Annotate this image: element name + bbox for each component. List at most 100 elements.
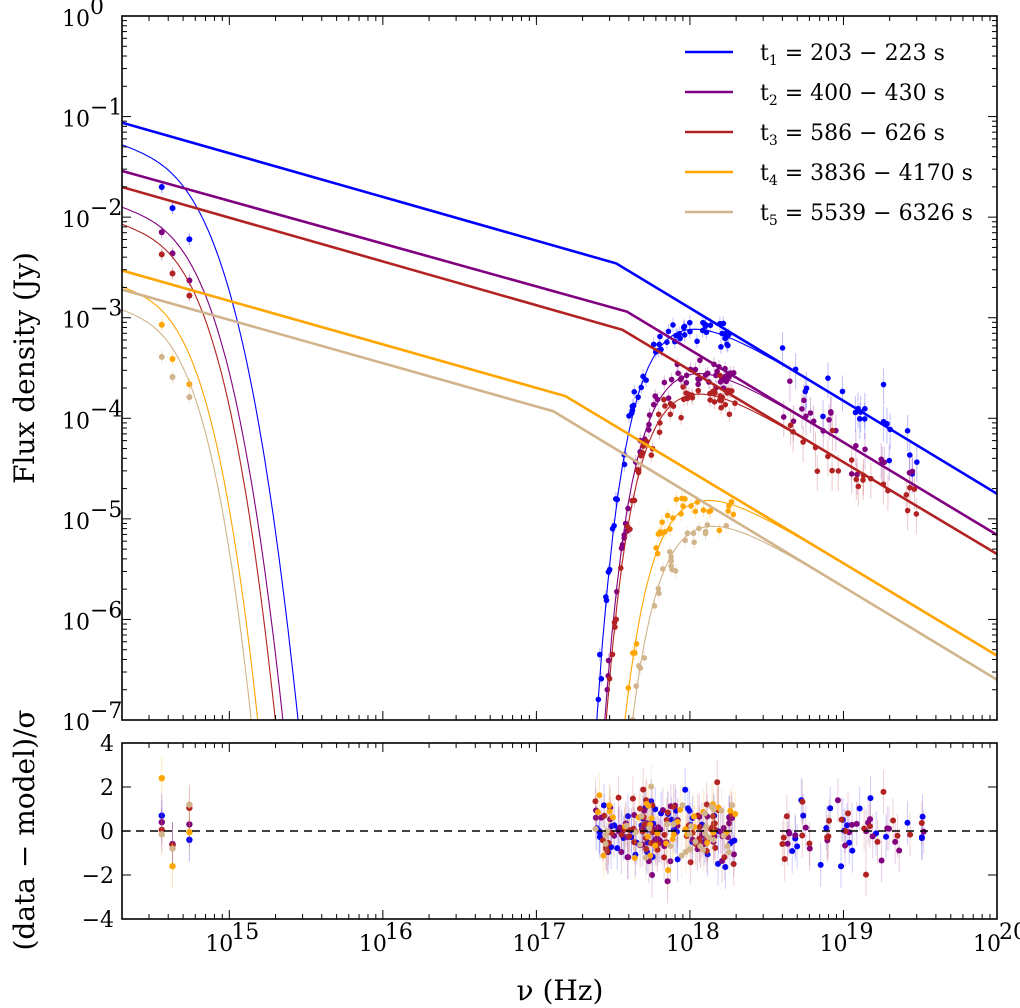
residual-point: [710, 813, 717, 820]
residual-y-tick-label: 0: [100, 820, 114, 845]
residual-point: [878, 857, 885, 864]
bat-point: [803, 385, 810, 392]
y-tick-label: 10: [62, 309, 90, 334]
residual-point: [799, 832, 806, 839]
xray-point: [656, 429, 663, 436]
bat-point: [848, 457, 855, 463]
bat-point: [787, 422, 794, 429]
xray-point: [613, 616, 619, 623]
residual-point: [792, 832, 799, 839]
xray-point: [699, 327, 706, 334]
y-tick-exponent: −4: [90, 397, 122, 422]
residual-point: [779, 841, 786, 848]
optical-residual-point: [158, 826, 165, 834]
optical-residual-point: [158, 831, 165, 838]
residual-point: [730, 851, 737, 858]
xray-point: [683, 379, 690, 386]
optical-point: [186, 277, 193, 284]
bat-point: [906, 452, 913, 458]
x-tick-label: 10: [512, 932, 540, 957]
xray-point: [665, 395, 672, 401]
xray-point: [707, 397, 713, 403]
xray-point: [616, 872, 622, 878]
xray-point: [702, 530, 709, 537]
xray-point: [670, 403, 677, 409]
residual-point: [643, 846, 650, 853]
y-axis-title-bottom: (data − model)/σ: [8, 709, 41, 950]
residual-point: [625, 854, 632, 861]
xray-point: [627, 526, 633, 532]
legend-label-t1: t1 = 203 − 223 s: [760, 41, 945, 69]
residual-point: [827, 805, 834, 812]
legend-label-t2: t2 = 400 − 430 s: [760, 81, 945, 109]
optical-point: [158, 183, 165, 190]
bat-point: [780, 414, 787, 420]
residual-point: [806, 840, 813, 847]
bat-point: [904, 428, 911, 434]
xray-point: [640, 373, 646, 380]
residual-y-tick-label: −4: [82, 908, 114, 933]
residual-point: [869, 833, 876, 840]
xray-point: [675, 370, 681, 377]
residual-point: [907, 831, 914, 838]
bat-point: [799, 406, 805, 412]
residual-point: [631, 811, 638, 818]
residual-point: [594, 809, 601, 816]
residual-point: [652, 842, 659, 849]
residual-point: [802, 824, 809, 831]
residual-point: [726, 820, 733, 827]
xray-point: [659, 519, 665, 525]
xray-point: [711, 361, 717, 368]
x-tick-exponent: 19: [845, 920, 873, 945]
xray-point: [680, 503, 686, 509]
optical-residual-point: [158, 812, 165, 819]
bat-point: [839, 388, 846, 395]
residual-point: [800, 812, 807, 819]
xray-point: [611, 523, 617, 529]
xray-point: [606, 675, 613, 682]
residual-point: [904, 819, 911, 826]
xray-point: [593, 855, 599, 861]
x-tick-label: 10: [666, 932, 694, 957]
bat-point: [904, 507, 911, 514]
optical-point: [186, 394, 193, 401]
xray-point: [686, 391, 692, 398]
residual-point: [730, 860, 737, 867]
bat-point: [790, 418, 797, 424]
bat-point: [914, 459, 920, 465]
bat-point: [790, 428, 796, 435]
residual-point: [845, 810, 852, 817]
residual-point: [609, 814, 616, 821]
xray-point: [678, 414, 684, 421]
xray-point: [658, 530, 665, 536]
bat-point: [825, 375, 831, 381]
residual-point: [700, 846, 707, 853]
residual-point: [592, 825, 599, 832]
xray-point: [656, 341, 663, 348]
residual-point: [602, 840, 609, 847]
xray-point: [633, 641, 640, 647]
xray-point: [730, 511, 737, 518]
residual-point: [601, 812, 608, 819]
bat-point: [907, 484, 913, 491]
bat-point: [885, 487, 891, 494]
xray-point: [646, 412, 653, 418]
residual-point: [729, 802, 736, 809]
optical-point: [158, 229, 165, 236]
model-line-t4: [122, 269, 997, 657]
residual-point: [711, 820, 718, 827]
residual-point: [710, 836, 717, 843]
residual-point: [649, 872, 656, 879]
xray-point: [665, 328, 672, 335]
residual-point: [665, 867, 672, 874]
xray-point: [711, 388, 718, 394]
optical-point: [169, 270, 176, 277]
xray-point: [622, 787, 628, 793]
xray-point: [670, 515, 676, 521]
residual-point: [631, 839, 638, 846]
residual-point: [817, 861, 824, 868]
xray-point: [619, 749, 625, 755]
xray-point: [625, 505, 631, 512]
xray-point: [669, 566, 675, 573]
